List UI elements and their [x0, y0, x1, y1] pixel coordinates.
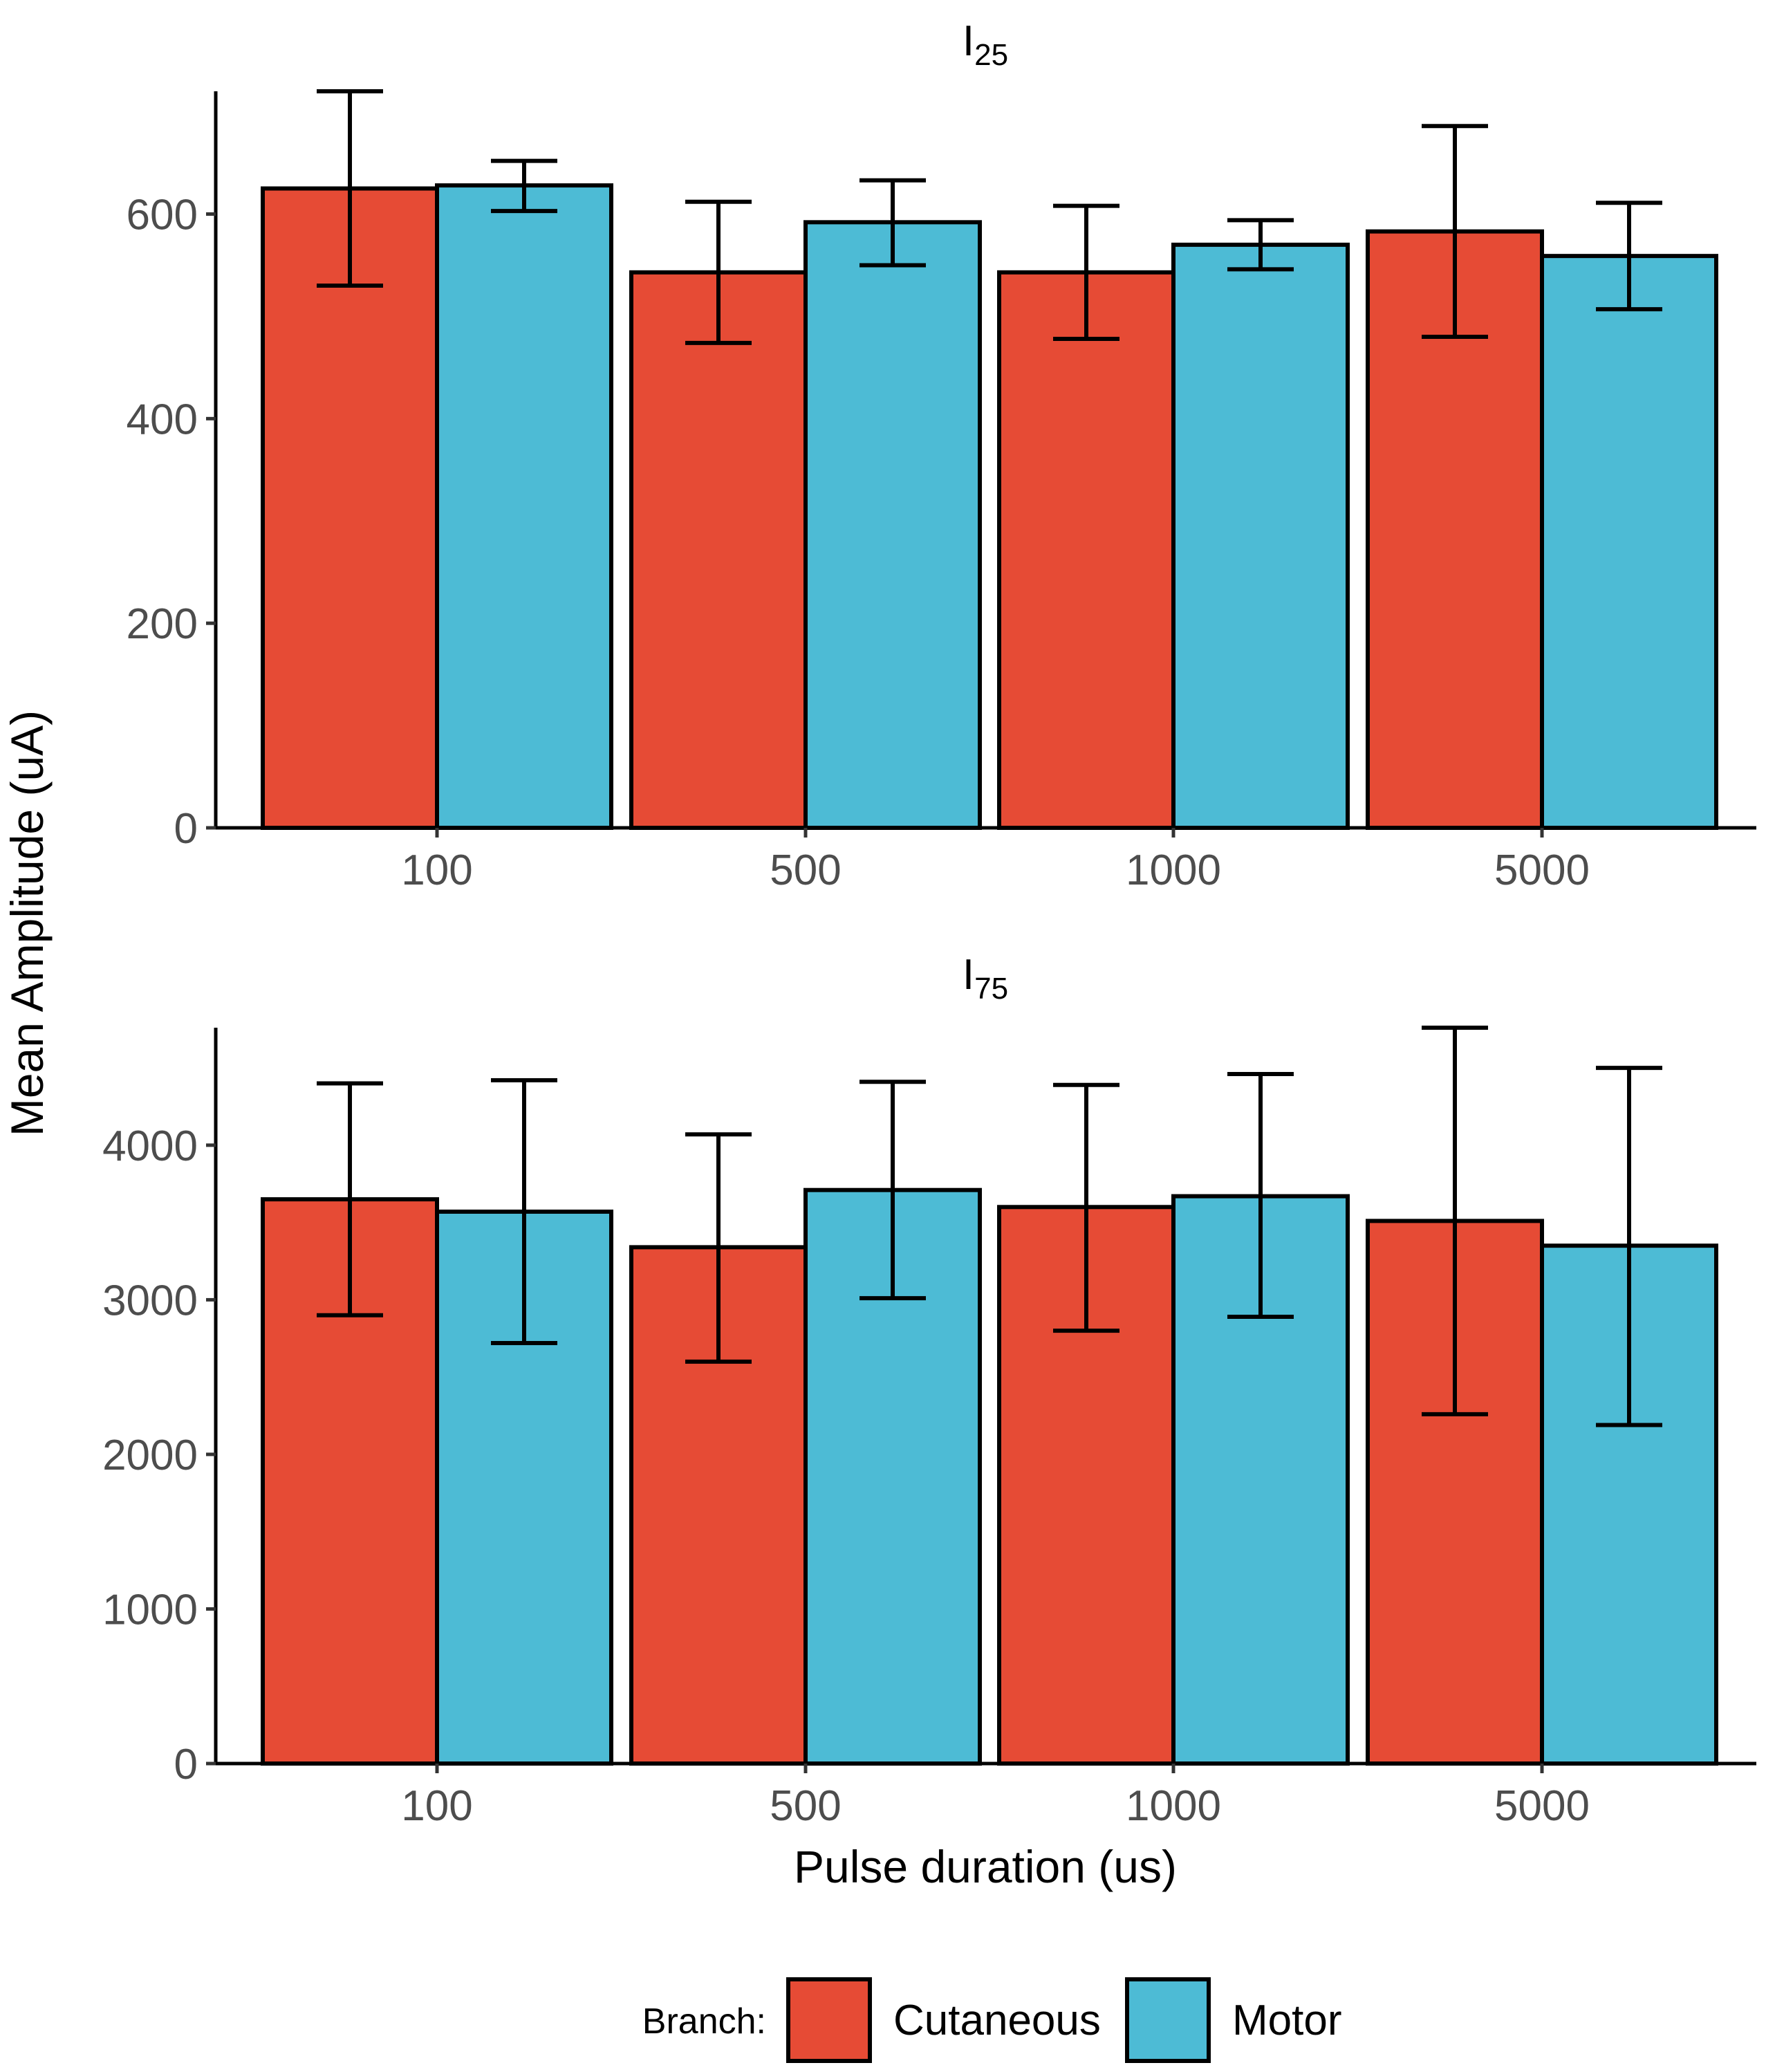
- error-bar-cutaneous-1000: [1053, 203, 1119, 341]
- x-tick-label: 100: [401, 1782, 472, 1830]
- y-axis-title: Mean Amplitude (uA): [1, 710, 53, 1136]
- x-tick-label: 1000: [1126, 1782, 1221, 1830]
- y-tick-label: 2000: [102, 1432, 198, 1479]
- error-bar-cutaneous-500: [685, 1132, 752, 1364]
- x-tick-label: 500: [770, 1782, 841, 1830]
- x-axis-title: Pulse duration (us): [794, 1841, 1177, 1892]
- y-tick-label: 3000: [102, 1277, 198, 1324]
- error-bar-motor-500: [859, 178, 926, 268]
- error-bar-cutaneous-500: [685, 199, 752, 345]
- legend: Branch: Cutaneous Motor: [642, 1977, 1341, 2063]
- y-tick-label: 4000: [102, 1122, 198, 1170]
- panel-i25: I25 0 200 400 600 100 500 1000 5000: [127, 17, 1756, 894]
- y-tick-label: 1000: [102, 1586, 198, 1634]
- bar-motor-500: [803, 220, 982, 831]
- error-bar-cutaneous-100: [317, 1081, 383, 1317]
- panel-title-subscript: 25: [974, 38, 1008, 72]
- bar-cutaneous-100: [261, 186, 439, 831]
- error-bar-motor-5000: [1596, 1066, 1662, 1427]
- legend-title: Branch:: [642, 2001, 766, 2042]
- panel-title-main: I: [963, 17, 974, 65]
- panel-title: I25: [963, 17, 1008, 72]
- x-tick-label: 1000: [1126, 847, 1221, 894]
- y-tick-label: 0: [174, 805, 198, 853]
- error-bar-motor-1000: [1227, 1072, 1294, 1319]
- bar-cutaneous-1000: [997, 270, 1175, 830]
- y-tick-label: 600: [127, 192, 198, 239]
- panel-i75: I75 0 1000 2000 3000 4000 100 500 1000 5000: [102, 951, 1756, 1830]
- bar-cutaneous-500: [629, 270, 808, 830]
- y-tick-label: 0: [174, 1741, 198, 1788]
- error-bar-cutaneous-100: [317, 89, 383, 288]
- error-bar-cutaneous-5000: [1422, 1026, 1488, 1416]
- panel-title-subscript: 75: [974, 972, 1008, 1006]
- x-tick-label: 5000: [1494, 1782, 1590, 1830]
- x-tick-label: 100: [401, 847, 472, 894]
- error-bar-motor-500: [859, 1080, 926, 1301]
- panel-title: I75: [963, 951, 1008, 1006]
- error-bar-motor-5000: [1596, 201, 1662, 312]
- bar-motor-100: [435, 183, 613, 831]
- y-tick-label: 400: [127, 396, 198, 443]
- legend-label-cutaneous: Cutaneous: [893, 1997, 1101, 2044]
- panel-title-main: I: [963, 951, 974, 999]
- x-tick-label: 5000: [1494, 847, 1590, 894]
- legend-key-cutaneous: [786, 1977, 872, 2063]
- legend-label-motor: Motor: [1232, 1997, 1341, 2044]
- x-tick-label: 500: [770, 847, 841, 894]
- y-tick-label: 200: [127, 600, 198, 648]
- legend-key-motor: [1125, 1977, 1211, 2063]
- bar-motor-5000: [1540, 254, 1718, 831]
- error-bar-cutaneous-5000: [1422, 124, 1488, 339]
- error-bar-motor-100: [491, 1078, 557, 1345]
- error-bar-cutaneous-1000: [1053, 1082, 1119, 1333]
- error-bar-motor-1000: [1227, 218, 1294, 272]
- bar-motor-1000: [1171, 242, 1350, 830]
- error-bar-motor-100: [491, 158, 557, 214]
